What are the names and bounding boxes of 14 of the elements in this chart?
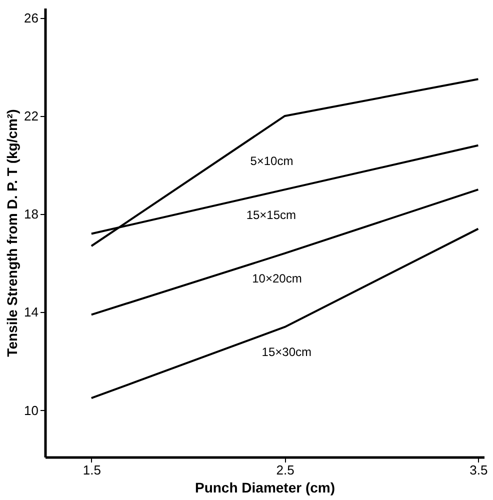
y-tick-label: 14 bbox=[24, 304, 38, 320]
y-tick-label: 22 bbox=[24, 108, 38, 124]
y-axis-title: Tensile Strength from D. P. T (kg/cm²) bbox=[4, 109, 20, 357]
y-tick-label: 10 bbox=[24, 402, 38, 418]
annotation: 10×20cm bbox=[252, 272, 302, 286]
annotation: 15×30cm bbox=[262, 345, 312, 360]
y-tick-label: 26 bbox=[24, 10, 38, 26]
x-tick-label: 1.5 bbox=[82, 462, 101, 478]
y-tick-label: 18 bbox=[24, 206, 38, 222]
x-axis-title: Punch Diameter (cm) bbox=[194, 480, 336, 496]
x-tick-label: 3.5 bbox=[470, 462, 488, 478]
x-tick-label: 2.5 bbox=[276, 462, 294, 478]
annotation: 15×15cm bbox=[246, 208, 296, 222]
annotation: 5×10cm bbox=[250, 154, 294, 168]
